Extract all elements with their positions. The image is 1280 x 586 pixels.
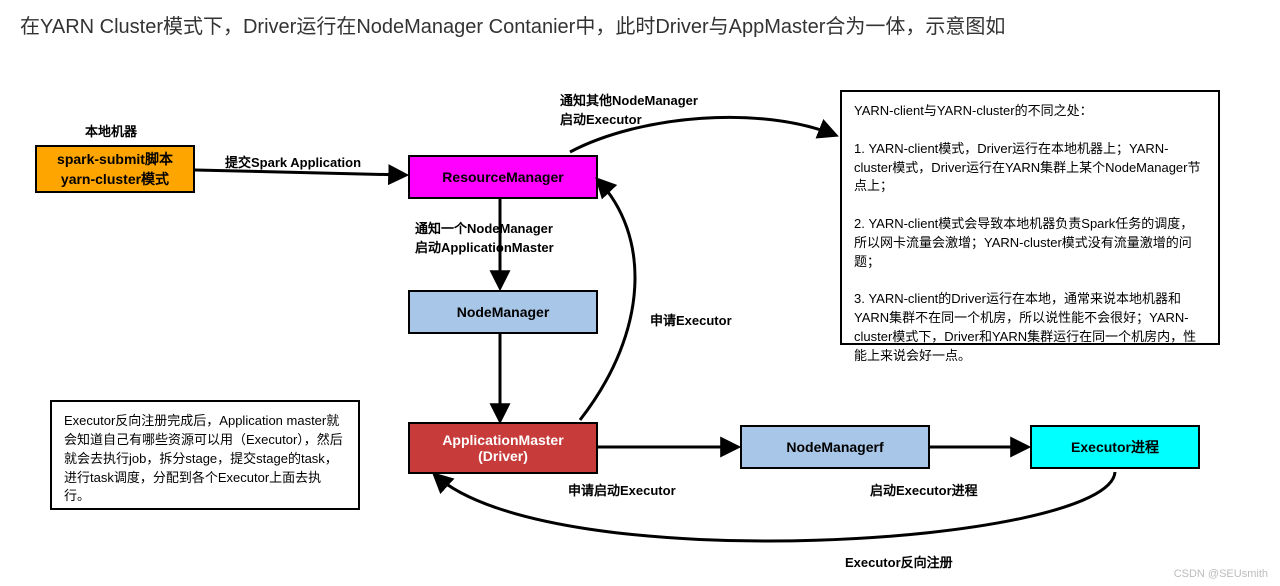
edge-e_notify [570,117,835,152]
edge-e_req_exec [580,180,635,420]
watermark: CSDN @SEUsmith [1174,568,1268,580]
edge-e_reverse [435,472,1115,541]
edge-e_submit_rm [195,170,405,175]
edges-svg [0,0,1280,586]
page-root: 在YARN Cluster模式下，Driver运行在NodeManager Co… [0,0,1280,586]
